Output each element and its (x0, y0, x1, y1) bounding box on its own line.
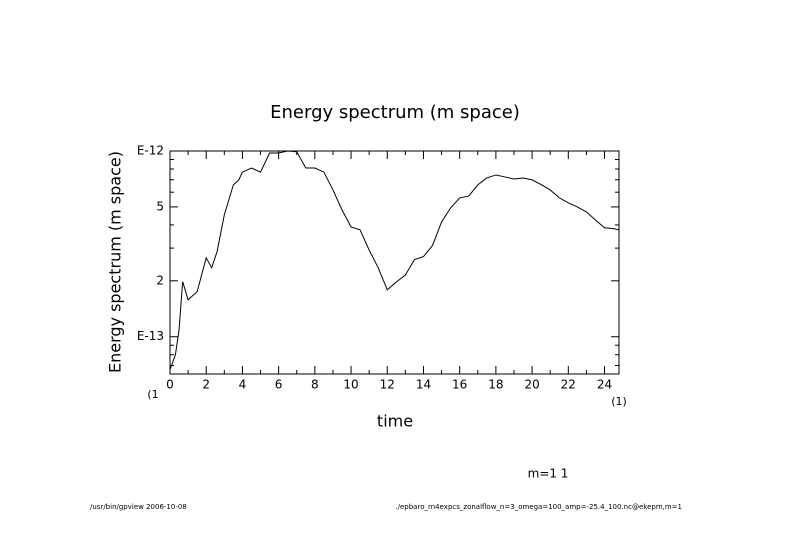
data-line (169, 150, 620, 370)
x-axis-note: (1 (147, 388, 158, 401)
x-tick-label: 8 (311, 378, 319, 392)
x-tick-label: 4 (239, 378, 247, 392)
footer: /usr/bin/gpview 2006-10-08 (90, 503, 187, 511)
y-axis-label: Energy spectrum (m space) (106, 151, 125, 373)
legend-label: m=1 1 (528, 467, 569, 481)
footer: ./epbaro_rn4expcs_zonalflow_n=3_omega=10… (395, 503, 682, 511)
y-tick-label: 5 (156, 199, 164, 213)
x-tick-label: 12 (380, 378, 395, 392)
y-tick-label: E-13 (137, 329, 164, 343)
x-axis-label: time (377, 412, 413, 431)
x-tick-label: 16 (452, 378, 467, 392)
x-tick-label: 14 (416, 378, 431, 392)
chart-title: Energy spectrum (m space) (270, 102, 520, 123)
plot-frame (169, 150, 620, 375)
x-tick-label: 2 (202, 378, 210, 392)
x-tick-label: 10 (343, 378, 358, 392)
y-tick-label: 2 (156, 273, 164, 287)
x-tick-label: 22 (561, 378, 576, 392)
y-tick-label: E-12 (137, 144, 164, 158)
x-tick-label: 18 (488, 378, 503, 392)
x-tick-label: 20 (524, 378, 539, 392)
x-axis-note: (1) (611, 395, 627, 408)
x-tick-label: 6 (275, 378, 283, 392)
x-tick-label: 0 (166, 378, 174, 392)
x-tick-label: 24 (597, 378, 612, 392)
